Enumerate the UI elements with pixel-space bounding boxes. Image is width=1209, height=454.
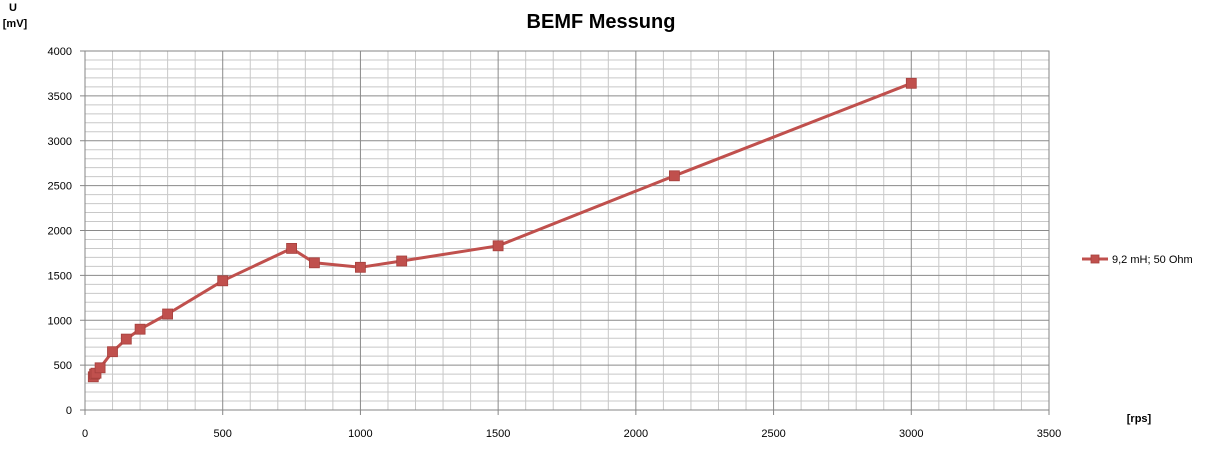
legend-entry-label: 9,2 mH; 50 Ohm <box>1112 254 1193 266</box>
y-tick-label: 1000 <box>48 315 72 327</box>
data-point-marker <box>134 323 146 335</box>
data-point-marker <box>905 77 917 89</box>
y-tick-label: 3000 <box>48 136 72 148</box>
data-point-marker <box>396 255 408 267</box>
data-point-marker <box>308 257 320 269</box>
y-tick-label: 0 <box>66 405 72 417</box>
x-axis-label: [rps] <box>1127 413 1152 425</box>
y-tick-label: 4000 <box>48 46 72 58</box>
x-tick-label: 3500 <box>1037 428 1061 440</box>
data-point-marker <box>669 170 680 182</box>
y-tick-label: 2500 <box>48 181 72 193</box>
y-axis-label-symbol: U <box>9 2 17 14</box>
x-axis-ticks: 0 500 1000 1500 2000 2500 3000 3500 <box>82 410 1061 440</box>
y-axis-label-unit: [mV] <box>3 18 28 30</box>
data-point-marker <box>217 275 229 287</box>
data-point-marker <box>492 240 504 252</box>
data-point-marker <box>120 333 132 345</box>
legend: 9,2 mH; 50 Ohm <box>1082 254 1193 266</box>
data-point-marker <box>354 261 366 273</box>
x-tick-label: 2000 <box>624 428 648 440</box>
x-tick-label: 2500 <box>761 428 785 440</box>
x-tick-label: 500 <box>214 428 232 440</box>
y-tick-label: 500 <box>54 360 72 372</box>
data-point-marker <box>286 242 298 254</box>
y-tick-label: 1500 <box>48 270 72 282</box>
legend-marker <box>1090 254 1100 264</box>
data-point-marker <box>94 362 106 374</box>
major-gridlines <box>85 51 1049 410</box>
series-layer <box>87 77 917 383</box>
y-tick-label: 3500 <box>48 91 72 103</box>
x-tick-label: 1500 <box>486 428 510 440</box>
x-tick-label: 1000 <box>348 428 372 440</box>
chart-title: BEMF Messung <box>527 11 676 33</box>
x-tick-label: 3000 <box>899 428 923 440</box>
data-point-marker <box>107 346 118 358</box>
data-point-marker <box>162 308 174 320</box>
x-tick-label: 0 <box>82 428 88 440</box>
y-tick-label: 2000 <box>48 226 72 238</box>
y-axis-ticks: 0 500 1000 1500 2000 2500 3000 3500 4000 <box>48 46 85 417</box>
